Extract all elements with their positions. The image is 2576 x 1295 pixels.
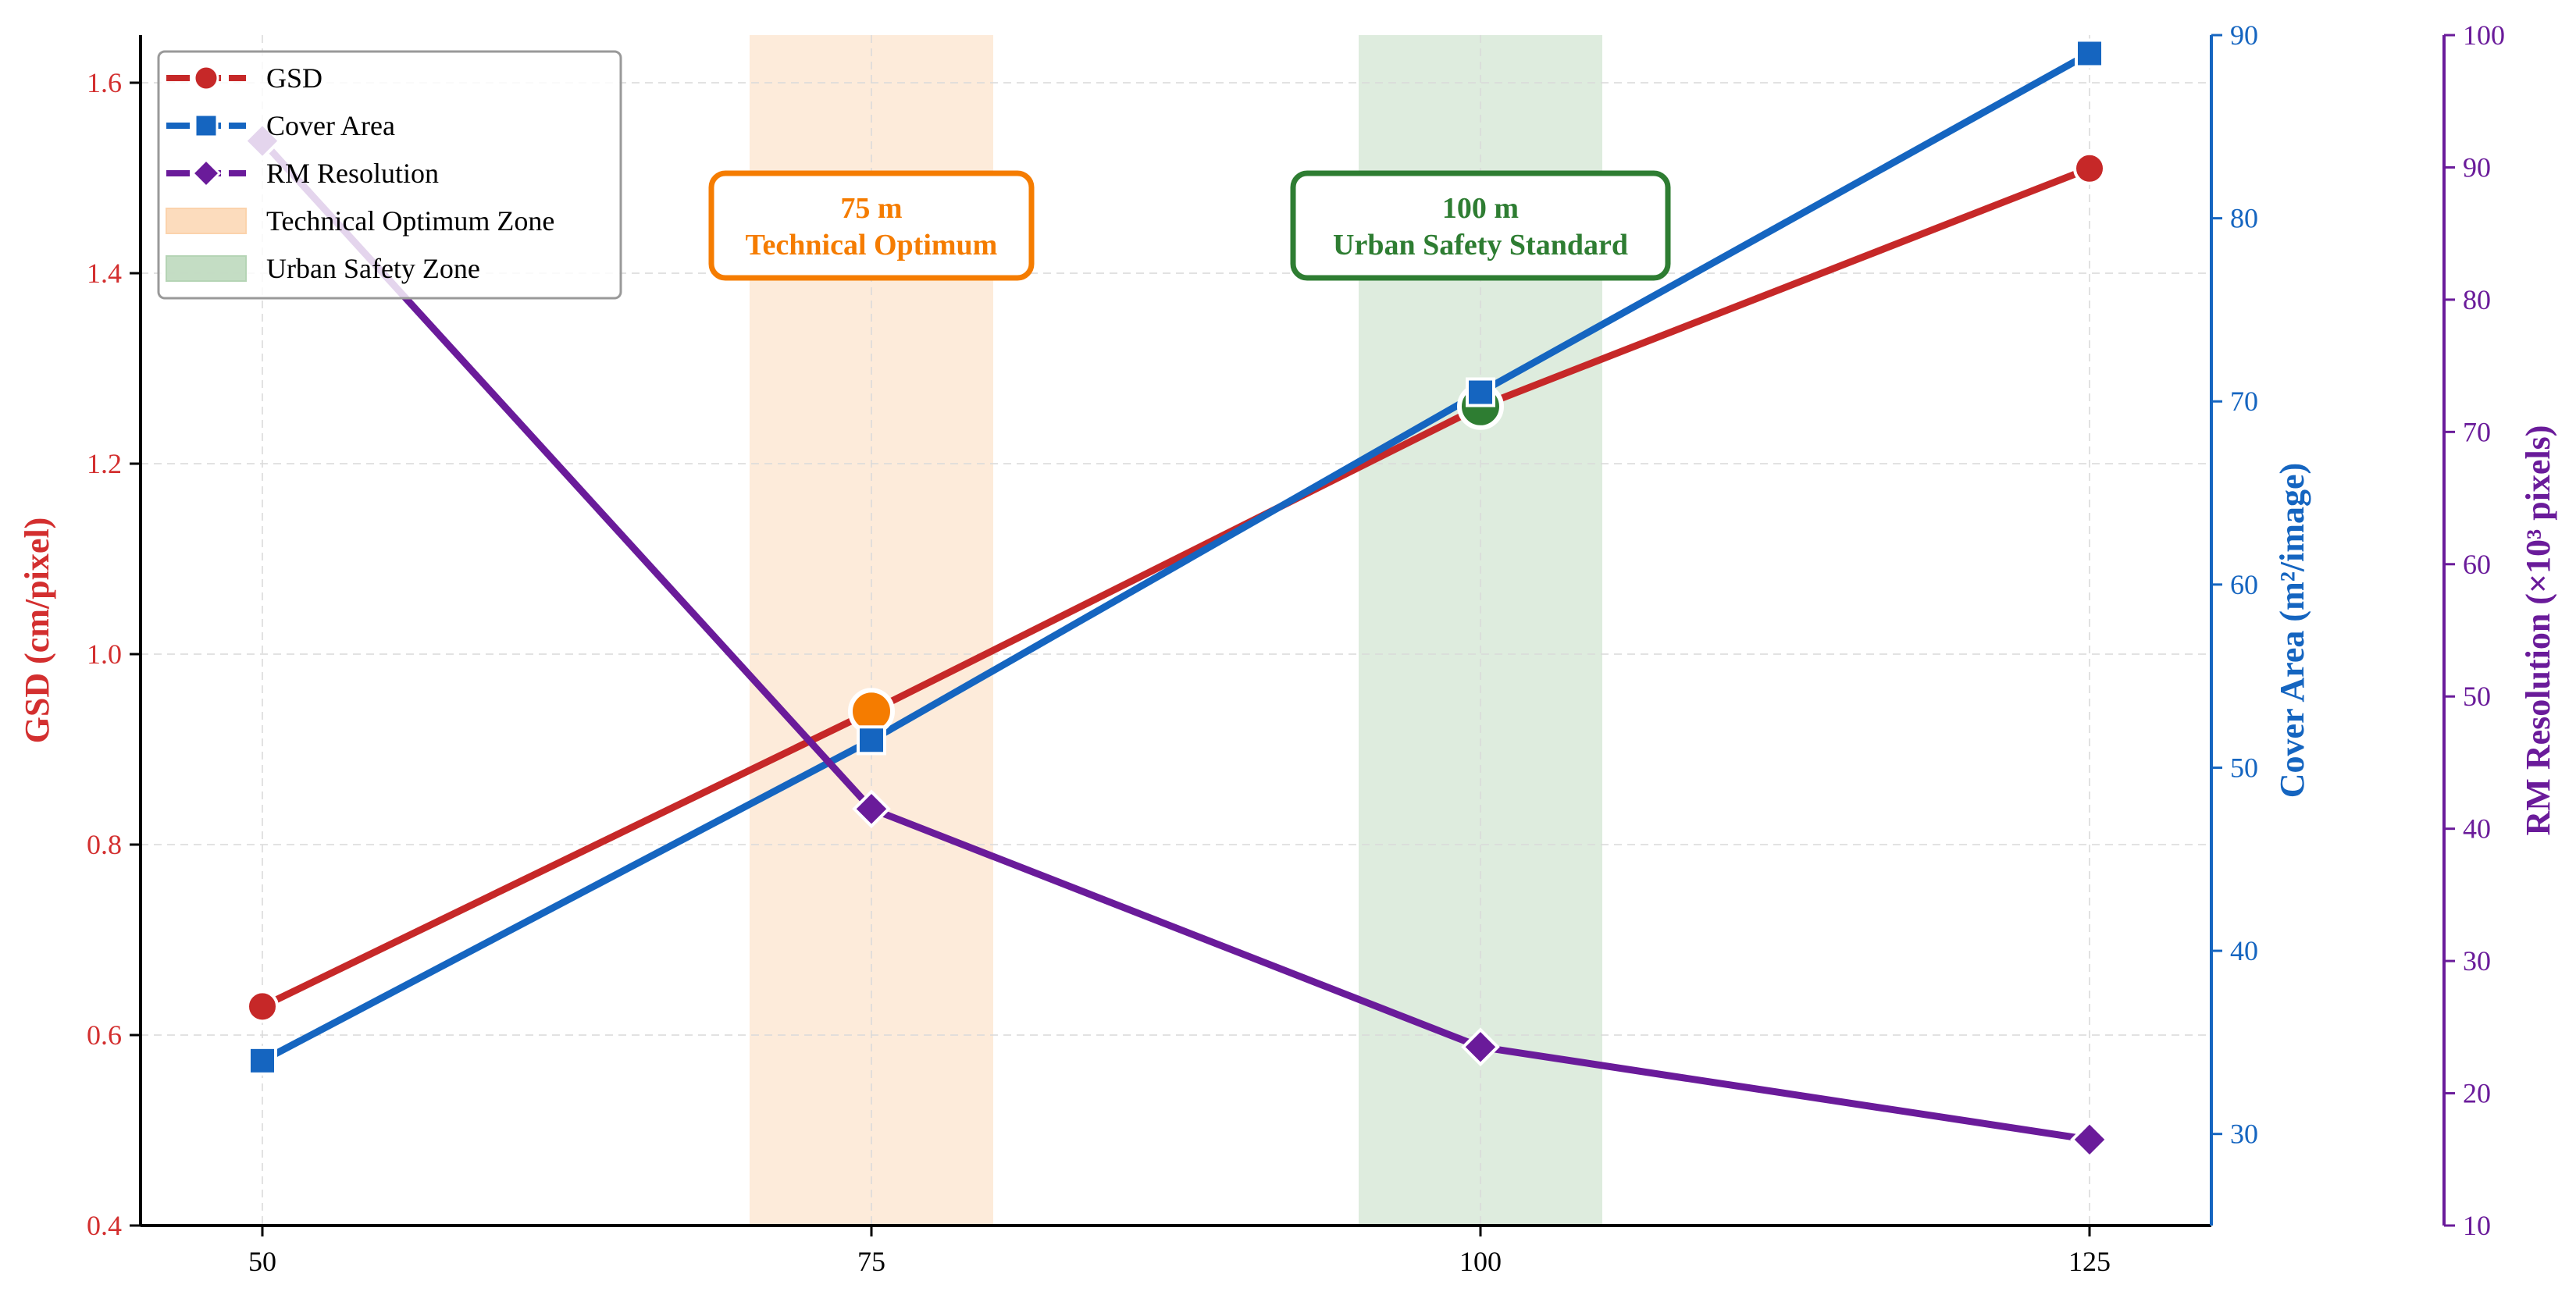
outer-right-tick-label-0: 10: [2463, 1210, 2491, 1241]
legend-patch-4: [166, 255, 247, 282]
axes-layer: 50 75 100 125 0.4 0.6 0.8 1.0 1.2 1.4 1.6 30 40 50 60 7…: [18, 20, 2557, 1277]
outer-right-tick-label-8: 90: [2463, 151, 2491, 183]
left-tick-label-0: 0.4: [87, 1210, 122, 1241]
outer-right-tick-label-7: 80: [2463, 284, 2491, 315]
annotation-subtitle-1: Urban Safety Standard: [1333, 229, 1628, 261]
x-tick-label-3: 125: [2068, 1246, 2111, 1277]
x-tick-label-2: 100: [1459, 1246, 1502, 1277]
outer-right-tick-label-4: 50: [2463, 681, 2491, 712]
left-axis-label: GSD (cm/pixel): [18, 518, 56, 744]
left-tick-label-6: 1.6: [87, 67, 122, 98]
data-point-s0-0: [246, 990, 279, 1023]
right-tick-label-2: 50: [2230, 752, 2258, 783]
right-tick-label-3: 60: [2230, 569, 2258, 600]
right-tick-label-0: 30: [2230, 1119, 2258, 1150]
left-tick-label-1: 0.6: [87, 1019, 122, 1051]
data-point-s1-0: [248, 1045, 277, 1076]
data-point-top-s1-1: [857, 725, 886, 756]
legend-marker-1: [194, 113, 219, 138]
left-tick-label-3: 1.0: [87, 639, 122, 670]
left-tick-label-4: 1.2: [87, 448, 122, 479]
right-tick-label-1: 40: [2230, 935, 2258, 966]
right-tick-label-5: 80: [2230, 203, 2258, 234]
outer-right-tick-label-2: 30: [2463, 945, 2491, 977]
outer-right-tick-label-1: 20: [2463, 1078, 2491, 1109]
legend-label-0: GSD: [266, 62, 322, 94]
legend-marker-2: [191, 158, 222, 189]
left-tick-label-5: 1.4: [87, 258, 122, 289]
legend-marker-0: [193, 65, 219, 91]
annotation-subtitle-0: Technical Optimum: [746, 229, 998, 261]
left-tick-label-2: 0.8: [87, 829, 122, 860]
annotation-box-1: [1290, 170, 1671, 281]
annotation-title-1: 100 m: [1442, 192, 1519, 225]
annotation-title-0: 75 m: [840, 192, 902, 225]
outer-right-tick-label-3: 40: [2463, 813, 2491, 845]
right-tick-label-6: 90: [2230, 20, 2258, 51]
data-point-s2-3: [2070, 1120, 2109, 1159]
series-line-2: [258, 137, 2093, 1144]
annotations-layer: 75 m Technical Optimum 100 m Urban Safety S…: [708, 170, 1671, 281]
x-tick-label-0: 50: [248, 1246, 276, 1277]
data-point-s2-1: [852, 789, 891, 829]
right-tick-label-4: 70: [2230, 386, 2258, 417]
series-line-0: [258, 165, 2093, 1010]
right-axis-label: Cover Area (m²/image): [2273, 463, 2311, 798]
outer-right-tick-label-6: 70: [2463, 416, 2491, 447]
legend-label-2: RM Resolution: [266, 158, 439, 189]
legend-label-3: Technical Optimum Zone: [266, 205, 554, 237]
legend-label-4: Urban Safety Zone: [266, 253, 480, 284]
outer-right-tick-label-5: 60: [2463, 549, 2491, 580]
legend: GSD Cover Area RM Resolution Technical Opti…: [157, 50, 622, 300]
data-point-s0-3: [2073, 151, 2106, 185]
data-point-s1-3: [2075, 38, 2104, 69]
data-point-s2-2: [1461, 1027, 1500, 1067]
annotation-box-0: [708, 170, 1035, 281]
legend-frame: [157, 50, 622, 300]
legend-patch-3: [166, 208, 247, 234]
x-tick-label-1: 75: [857, 1246, 885, 1277]
series-line-1: [258, 49, 2093, 1065]
legend-label-1: Cover Area: [266, 110, 395, 141]
outer-right-tick-label-9: 100: [2463, 20, 2505, 51]
outer-right-axis-label: RM Resolution (×10³ pixels): [2519, 425, 2557, 836]
data-point-top-s1-2: [1466, 377, 1495, 407]
